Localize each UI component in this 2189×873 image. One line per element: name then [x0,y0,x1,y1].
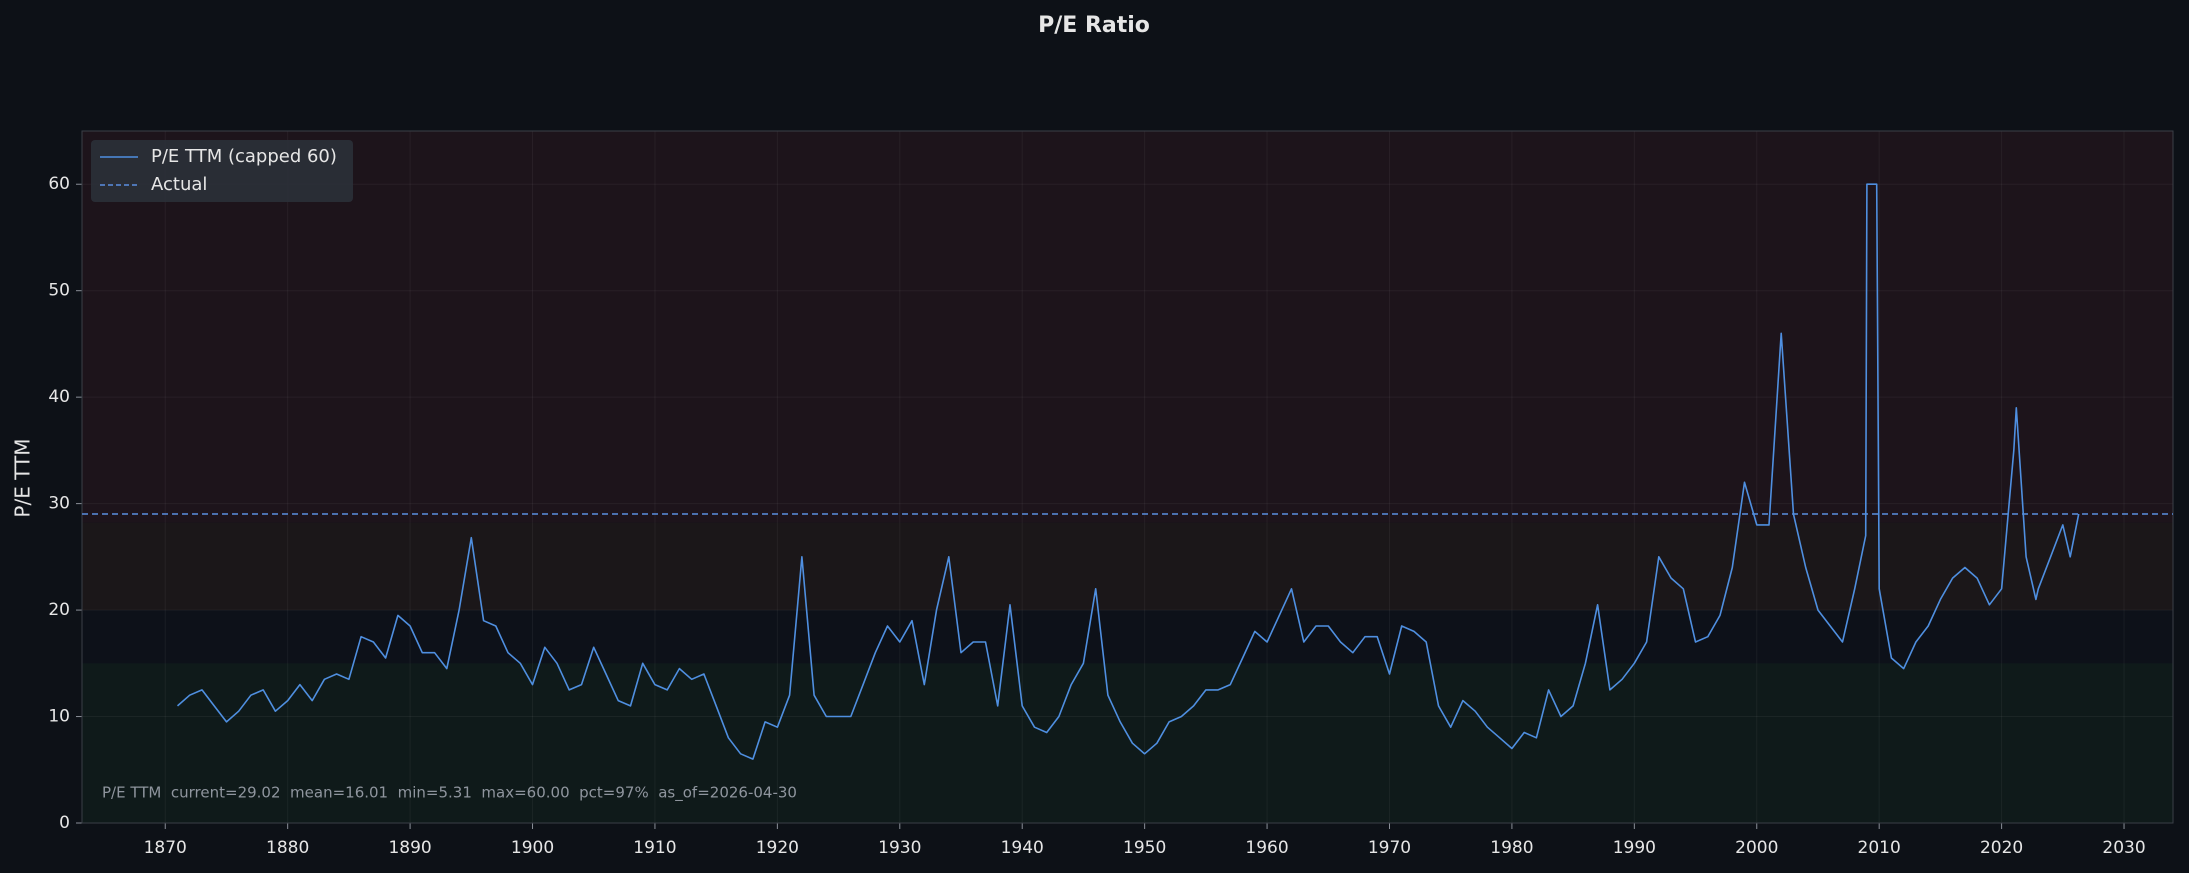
y-tick-label: 40 [48,387,70,407]
x-tick-label: 1920 [756,838,799,858]
x-tick-label: 1980 [1490,838,1533,858]
x-tick-label: 1880 [266,838,309,858]
x-tick-label: 2000 [1735,838,1778,858]
legend-label: Actual [151,174,207,195]
x-tick-label: 1930 [878,838,921,858]
y-tick-label: 0 [59,813,70,833]
zone-band [82,663,2173,823]
legend-label: P/E TTM (capped 60) [151,146,337,167]
plot-frame [81,130,2174,824]
zone-band [82,131,2173,523]
y-tick-label: 30 [48,494,70,514]
y-tick-label: 20 [48,600,70,620]
stats-annotation: P/E TTM current=29.02 mean=16.01 min=5.3… [102,784,797,803]
legend: P/E TTM (capped 60) Actual [91,140,353,202]
legend-box [91,140,353,202]
chart-title: P/E Ratio [1038,13,1150,38]
y-axis-label: P/E TTM [11,438,35,517]
x-tick-label: 1870 [144,838,187,858]
y-tick-label: 10 [48,707,70,727]
zone-band [82,522,2173,611]
data-line [176,183,2080,760]
x-tick-label: 1900 [511,838,554,858]
x-tick-label: 1940 [1001,838,1044,858]
x-tick-label: 2020 [1980,838,2023,858]
y-tick-label: 60 [48,174,70,194]
x-tick-label: 2010 [1858,838,1901,858]
x-tick-label: 1960 [1245,838,1288,858]
x-tick-label: 1890 [388,838,431,858]
x-tick-label: 1950 [1123,838,1166,858]
x-tick-label: 1990 [1613,838,1656,858]
x-tick-label: 2030 [2102,838,2145,858]
x-tick-label: 1970 [1368,838,1411,858]
x-tick-label: 1910 [633,838,676,858]
y-tick-label: 50 [48,281,70,301]
